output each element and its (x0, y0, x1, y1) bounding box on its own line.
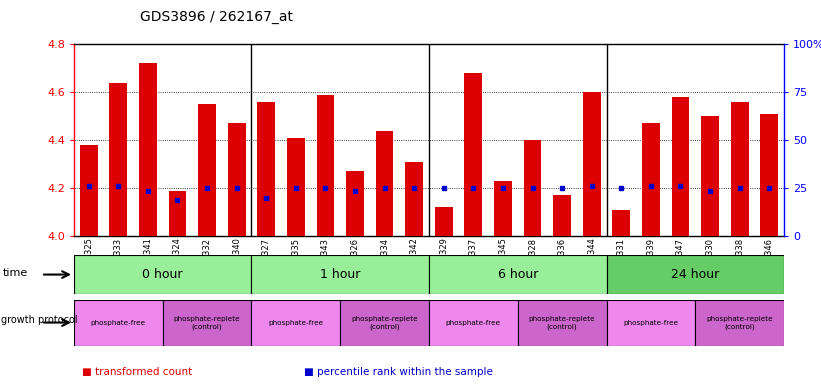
Bar (701, 116, 719, 236)
Bar (340, 300, 429, 346)
Bar (642, 123, 660, 236)
Text: phosphate-replete
(control): phosphate-replete (control) (351, 316, 418, 329)
Bar (583, 92, 601, 236)
Bar (429, 300, 518, 346)
Text: 0 hour: 0 hour (142, 268, 183, 281)
Bar (524, 140, 541, 236)
Bar (731, 102, 749, 236)
Bar (494, 181, 511, 236)
Bar (257, 102, 275, 236)
Bar (672, 97, 690, 236)
Text: time: time (2, 268, 28, 278)
Bar (163, 300, 251, 346)
Text: phosphate-replete
(control): phosphate-replete (control) (174, 316, 241, 329)
Text: 1 hour: 1 hour (320, 268, 360, 281)
Text: phosphate-replete
(control): phosphate-replete (control) (706, 316, 773, 329)
Bar (607, 255, 784, 294)
Bar (607, 300, 695, 346)
Text: 6 hour: 6 hour (498, 268, 538, 281)
Bar (74, 255, 251, 294)
Bar (251, 255, 429, 294)
Text: phosphate-replete
(control): phosphate-replete (control) (529, 316, 595, 329)
Text: phosphate-free: phosphate-free (446, 319, 501, 326)
Bar (429, 255, 607, 294)
Bar (139, 63, 157, 236)
Text: ■ transformed count: ■ transformed count (82, 367, 192, 377)
Bar (317, 94, 334, 236)
Bar (465, 73, 482, 236)
Text: ■ percentile rank within the sample: ■ percentile rank within the sample (304, 367, 493, 377)
Bar (435, 207, 452, 236)
Bar (346, 171, 364, 236)
Text: phosphate-free: phosphate-free (90, 319, 146, 326)
Bar (376, 131, 393, 236)
Bar (80, 145, 98, 236)
Bar (553, 195, 571, 236)
Text: phosphate-free: phosphate-free (623, 319, 678, 326)
Bar (287, 138, 305, 236)
Bar (74, 300, 163, 346)
Text: phosphate-free: phosphate-free (268, 319, 323, 326)
Bar (168, 190, 186, 236)
Text: GDS3896 / 262167_at: GDS3896 / 262167_at (140, 10, 292, 23)
Bar (406, 162, 423, 236)
Bar (109, 83, 127, 236)
Text: growth protocol: growth protocol (1, 315, 77, 325)
Bar (251, 300, 340, 346)
Bar (198, 104, 216, 236)
Bar (695, 300, 784, 346)
Bar (227, 123, 245, 236)
Text: 24 hour: 24 hour (671, 268, 719, 281)
Bar (760, 114, 778, 236)
Bar (518, 300, 607, 346)
Bar (612, 210, 631, 236)
